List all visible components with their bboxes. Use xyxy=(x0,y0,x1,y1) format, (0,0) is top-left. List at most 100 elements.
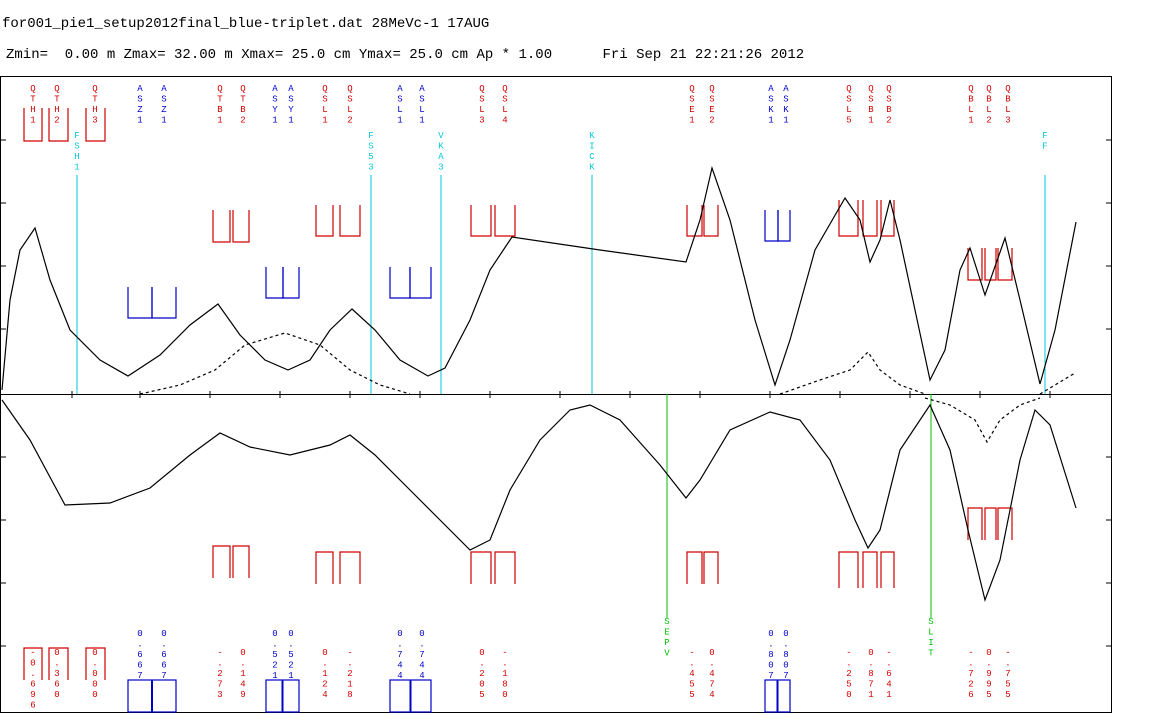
magnet xyxy=(212,210,231,243)
element-strength: -0. 6 9 6 xyxy=(30,648,35,711)
magnet xyxy=(339,205,361,237)
magnet xyxy=(470,205,492,237)
magnet xyxy=(967,507,983,540)
magnet xyxy=(127,287,153,319)
x-dispersion xyxy=(779,351,926,395)
magnet xyxy=(967,248,983,281)
magnet xyxy=(494,205,516,237)
magnet xyxy=(838,551,859,588)
element-strength: -. 7 5 5 xyxy=(1005,648,1010,700)
y-envelope xyxy=(1,399,1077,603)
magnet xyxy=(151,287,177,319)
magnet xyxy=(232,545,250,578)
element-strength: -. 6 4 1 xyxy=(886,648,891,700)
magnet xyxy=(23,647,43,680)
magnet xyxy=(777,210,791,242)
magnet xyxy=(686,551,703,584)
magnet xyxy=(703,205,719,237)
magnet xyxy=(212,545,231,578)
magnet xyxy=(232,210,250,243)
magnet xyxy=(862,551,878,588)
magnet xyxy=(48,647,69,680)
y-dispersion xyxy=(924,397,1041,444)
file-title: for001_pie1_setup2012final_blue-triplet.… xyxy=(2,16,489,32)
magnet xyxy=(764,210,779,242)
x-dispersion xyxy=(1039,372,1076,395)
element-strength: -. 1 8 0 xyxy=(502,648,507,700)
magnet xyxy=(85,647,106,680)
envelopes xyxy=(1,165,1077,603)
magnet xyxy=(984,507,997,540)
element-strength: -. 2 1 8 xyxy=(347,648,352,700)
magnet xyxy=(282,267,300,299)
magnet xyxy=(48,108,69,142)
magnet xyxy=(389,267,411,299)
magnet xyxy=(409,267,432,299)
run-parameters: Zmin= 0.00 m Zmax= 32.00 m Xmax= 25.0 cm… xyxy=(6,47,804,63)
element-strength: -. 2 5 0 xyxy=(846,648,851,700)
magnet xyxy=(703,551,719,584)
magnet xyxy=(470,551,492,584)
magnet xyxy=(494,551,516,584)
x-dispersion xyxy=(139,332,411,395)
magnet xyxy=(23,108,43,142)
magnet xyxy=(85,108,106,142)
magnet xyxy=(315,205,334,237)
magnet xyxy=(984,248,997,281)
element-strength: -. 4 5 5 xyxy=(689,648,694,700)
magnet xyxy=(265,267,284,299)
magnet xyxy=(862,200,878,237)
magnet xyxy=(838,200,859,237)
element-strength: -. 2 7 3 xyxy=(217,648,222,700)
magnet xyxy=(315,551,334,584)
magnet xyxy=(339,551,361,584)
magnet xyxy=(997,248,1013,281)
element-strength: -. 7 2 6 xyxy=(968,648,973,700)
